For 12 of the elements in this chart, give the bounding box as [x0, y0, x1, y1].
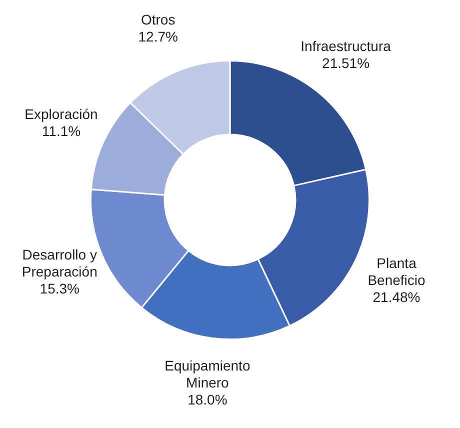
slice-label: Planta Beneficio [368, 255, 426, 288]
slice-label: Exploración [24, 106, 98, 122]
slice-label: Infraestructura [300, 38, 392, 54]
data-label: 11.1% [42, 122, 81, 139]
slice-label: Desarrollo y Preparación [22, 246, 98, 280]
data-label: 12.7% [138, 28, 178, 45]
slice-label: Otros [140, 12, 176, 28]
data-label: 21.48% [372, 289, 420, 306]
data-label: 21.51% [322, 54, 370, 71]
slice-label: Equipamiento Minero [164, 358, 250, 391]
data-label: 15.3% [40, 280, 80, 297]
data-label: 18.0% [188, 392, 228, 408]
